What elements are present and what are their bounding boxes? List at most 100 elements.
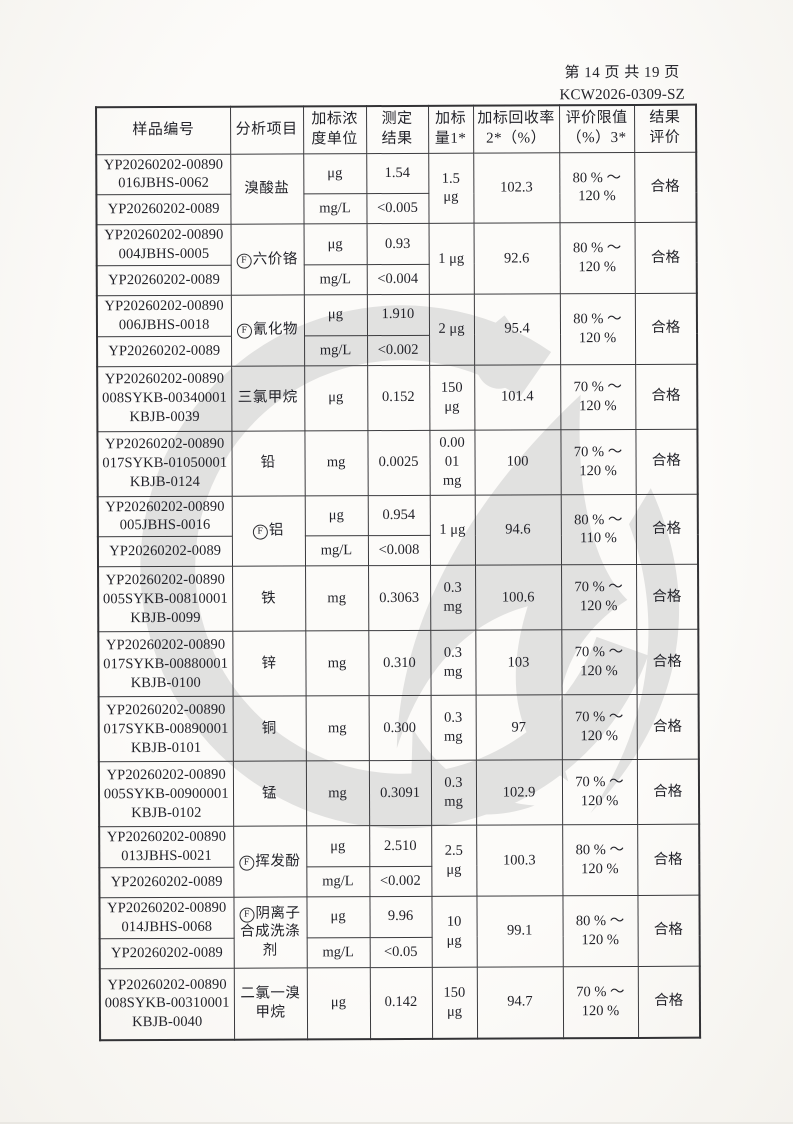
- unit-cell: μg: [304, 365, 368, 431]
- spike-amount-cell: 1 μg: [428, 223, 474, 295]
- unit-cell: μg: [306, 825, 370, 867]
- table-header-row: 样品编号 分析项目 加标浓 度单位 测定 结果 加标 量1* 加标回收率 2*（…: [96, 104, 697, 155]
- table-row: YP20260202-00890 014JBHS-0068 F 阴离子 合成洗涤 剂…: [99, 895, 700, 968]
- analysis-item-cell: 溴酸盐: [230, 153, 304, 225]
- result-cell: 0.310: [368, 630, 431, 696]
- evaluation-cell: 合格: [635, 493, 699, 565]
- unit-cell: μg: [303, 153, 367, 195]
- col-recovery: 加标回收率 2*（%）: [473, 105, 560, 153]
- analysis-item-cell: F 六价铬: [230, 224, 304, 296]
- result-cell: 0.3063: [368, 565, 431, 631]
- col-evaluation: 结果 评价: [634, 104, 697, 152]
- circled-f-icon: F: [236, 253, 252, 269]
- lab-logo-watermark: [140, 305, 679, 829]
- result-cell: 0.954: [367, 494, 430, 536]
- result-cell: 1.54: [366, 152, 429, 194]
- sample-id-cell: YP20260202-00890 005SYKB-00900001 KBJB-0…: [98, 761, 234, 828]
- table-row: YP20260202-00890 006JBHS-0018 F 氰化物 μg 1.910…: [96, 293, 698, 366]
- circled-f-icon: F: [252, 524, 268, 540]
- table-row: YP20260202-00890 004JBHS-0005 F 六价铬 μg 0.93 1…: [96, 222, 697, 296]
- sample-id-cell: YP20260202-00890 017SYKB-00890001 KBJB-0…: [98, 696, 233, 763]
- limit-cell: 70 % ～ 120 %: [560, 429, 636, 495]
- evaluation-cell: 合格: [634, 293, 698, 365]
- spike-amount-cell: 2.5 μg: [431, 825, 477, 897]
- evaluation-cell: 合格: [637, 895, 700, 967]
- sample-id-cell: YP20260202-00890 016JBHS-0062: [96, 153, 231, 195]
- analysis-item-cell: F 氰化物: [230, 294, 305, 366]
- analysis-item-cell: 二氯一溴 甲烷: [233, 967, 308, 1040]
- analysis-item-label: 铝: [268, 522, 284, 539]
- unit-cell: mg: [305, 630, 369, 697]
- unit-cell: mg: [305, 760, 370, 827]
- analysis-item-label: 锌: [261, 655, 277, 672]
- sample-id-cell: YP20260202-0089: [97, 536, 233, 568]
- sample-id-cell: YP20260202-00890 017SYKB-01050001 KBJB-0…: [97, 430, 232, 497]
- circled-f-icon: F: [236, 323, 253, 339]
- spike-amount-cell: 1 μg: [429, 494, 476, 566]
- limit-cell: 70 % ～ 120 %: [562, 966, 639, 1039]
- recovery-cell: 100.6: [475, 565, 562, 631]
- result-cell: 0.0025: [367, 429, 430, 496]
- analysis-item-cell: 铜: [232, 696, 306, 762]
- sample-id-cell: YP20260202-00890 006JBHS-0018: [96, 295, 232, 337]
- table-row: YP20260202-00890 017SYKB-00880001 KBJB-0…: [98, 629, 699, 698]
- result-cell: 2.510: [369, 825, 432, 867]
- limit-cell: 80 % ～ 120 %: [559, 222, 635, 294]
- evaluation-cell: 合格: [636, 694, 699, 760]
- table-row: YP20260202-00890 013JBHS-0021 F 挥发酚 μg 2.510…: [99, 824, 700, 898]
- unit-cell: mg/L: [303, 193, 367, 225]
- table-row: YP20260202-00890 005JBHS-0016 F 铝 μg 0.954 1 …: [97, 493, 699, 567]
- result-cell: 0.142: [369, 966, 433, 1040]
- spike-amount-cell: 2 μg: [428, 294, 475, 365]
- analysis-item-cell: 锌: [232, 631, 306, 697]
- unit-cell: μg: [306, 896, 370, 938]
- limit-cell: 80 % ～ 110 %: [560, 494, 637, 566]
- result-cell: 0.300: [368, 695, 431, 761]
- result-cell: 0.152: [367, 364, 430, 431]
- analysis-item-cell: 铁: [232, 566, 306, 632]
- unit-cell: μg: [303, 294, 368, 336]
- result-cell: <0.05: [369, 936, 432, 968]
- analysis-item-cell: 三氯甲烷: [231, 365, 305, 431]
- table-row: YP20260202-00890 005SYKB-00810001 KBJB-0…: [98, 564, 699, 633]
- unit-cell: μg: [303, 223, 367, 265]
- result-cell: <0.005: [366, 193, 429, 224]
- result-cell: 0.3091: [368, 760, 432, 826]
- evaluation-cell: 合格: [636, 564, 699, 630]
- limit-cell: 70 % ～ 120 %: [561, 629, 637, 696]
- limit-cell: 70 % ～ 120 %: [561, 694, 637, 761]
- page-header: 第 14 页 共 19 页 KCW2026-0309-SZ: [559, 63, 685, 107]
- analysis-item-cell: 铅: [231, 430, 305, 496]
- recovery-cell: 92.6: [473, 222, 560, 295]
- recovery-cell: 94.6: [474, 494, 562, 566]
- unit-cell: mg: [305, 565, 369, 632]
- page-number: 第 14 页 共 19 页: [564, 64, 680, 82]
- sample-id-cell: YP20260202-00890 008SYKB-00340001 KBJB-0…: [97, 365, 232, 432]
- limit-cell: 70 % ～ 120 %: [561, 759, 638, 826]
- analysis-item-cell: 锰: [232, 761, 307, 827]
- unit-cell: mg: [304, 430, 368, 496]
- sample-id-cell: YP20260202-00890 013JBHS-0021: [99, 826, 234, 868]
- evaluation-cell: 合格: [635, 428, 698, 495]
- col-limit: 评价限值 （%）3*: [559, 104, 635, 153]
- col-result: 测定 结果: [366, 105, 429, 154]
- circled-f-icon: F: [239, 907, 255, 923]
- unit-cell: μg: [306, 967, 371, 1040]
- result-cell: 1.910: [366, 294, 430, 336]
- spike-amount-cell: 150 μg: [429, 364, 475, 430]
- analysis-item-cell: F 阴离子 合成洗涤 剂: [233, 896, 307, 968]
- unit-cell: mg/L: [304, 535, 369, 567]
- sample-id-cell: YP20260202-00890 017SYKB-00880001 KBJB-0…: [98, 631, 233, 698]
- spike-amount-cell: 0.3 mg: [430, 630, 476, 696]
- col-sample-id: 样品编号: [96, 106, 231, 155]
- sample-id-cell: YP20260202-00890 014JBHS-0068: [99, 897, 234, 939]
- recovery-cell: 101.4: [474, 364, 561, 430]
- spike-amount-cell: 0.00 01 mg: [429, 429, 475, 495]
- col-spike-unit: 加标浓 度单位: [303, 106, 367, 154]
- analysis-item-cell: F 挥发酚: [233, 826, 307, 898]
- sample-id-cell: YP20260202-0089: [99, 867, 234, 898]
- limit-cell: 80 % ～ 120 %: [562, 824, 638, 896]
